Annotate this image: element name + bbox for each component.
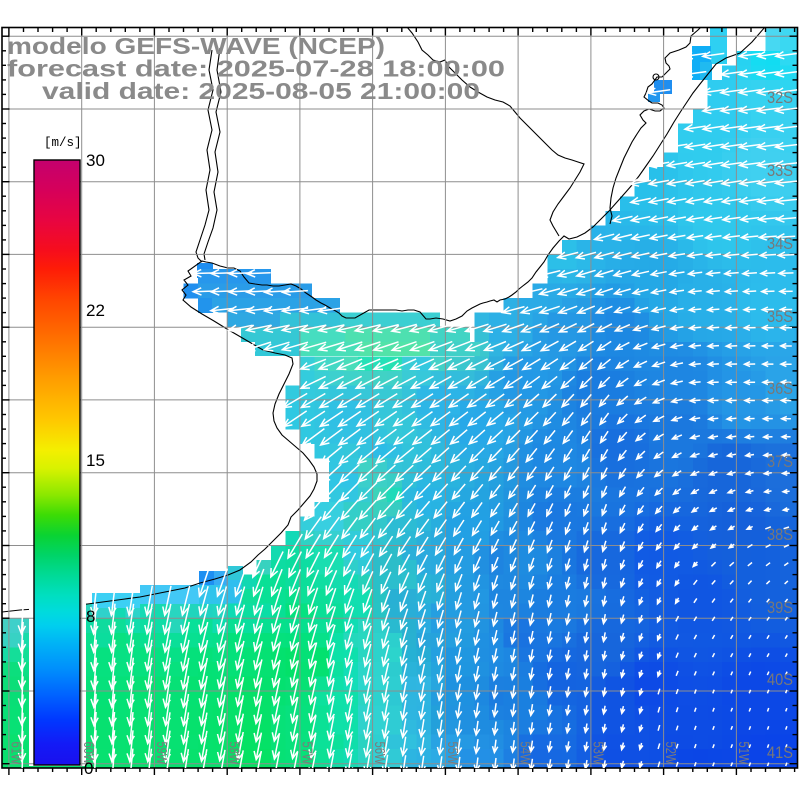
svg-text:41S: 41S <box>767 743 793 762</box>
svg-text:36S: 36S <box>767 379 793 398</box>
svg-text:15: 15 <box>86 451 105 470</box>
svg-text:58W: 58W <box>226 742 242 765</box>
svg-text:39S: 39S <box>767 598 793 617</box>
svg-text:34S: 34S <box>767 234 793 253</box>
svg-text:0: 0 <box>84 759 93 778</box>
svg-text:54W: 54W <box>517 742 533 765</box>
svg-text:8: 8 <box>86 607 95 626</box>
svg-text:32S: 32S <box>767 88 793 107</box>
svg-text:61W: 61W <box>7 742 23 765</box>
svg-text:valid date: 2025-08-05 21:00:0: valid date: 2025-08-05 21:00:00 <box>42 78 480 104</box>
svg-text:55W: 55W <box>444 742 460 765</box>
svg-text:[m/s]: [m/s] <box>44 136 82 150</box>
svg-text:forecast date: 2025-07-28 18:0: forecast date: 2025-07-28 18:00:00 <box>7 56 505 82</box>
svg-text:37S: 37S <box>767 452 793 471</box>
svg-text:30: 30 <box>86 151 105 170</box>
svg-text:38S: 38S <box>767 525 793 544</box>
svg-text:51W: 51W <box>735 742 751 765</box>
svg-text:59W: 59W <box>153 742 169 765</box>
svg-text:57W: 57W <box>298 742 314 765</box>
svg-text:33S: 33S <box>767 161 793 180</box>
svg-text:56W: 56W <box>371 742 387 765</box>
svg-text:40S: 40S <box>767 670 793 689</box>
svg-text:22: 22 <box>86 301 105 320</box>
svg-text:60W: 60W <box>80 742 96 765</box>
svg-text:53W: 53W <box>589 742 605 765</box>
svg-text:modelo GEFS-WAVE (NCEP): modelo GEFS-WAVE (NCEP) <box>7 33 385 59</box>
svg-text:35S: 35S <box>767 307 793 326</box>
svg-text:52W: 52W <box>662 742 678 765</box>
